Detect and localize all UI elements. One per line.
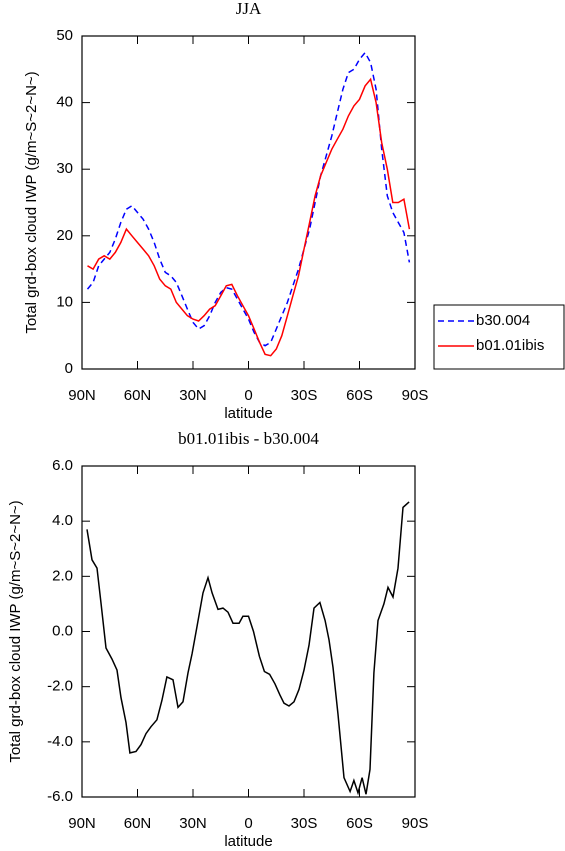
x-tick-label: 90N <box>68 387 96 404</box>
x-tick-label: 60N <box>124 815 152 832</box>
y-axis-label: Total grd-box cloud IWP (g/m~S~2~N~) <box>23 71 40 333</box>
y-tick-label: 0 <box>65 360 73 377</box>
x-axis-label: latitude <box>224 833 272 850</box>
legend-box <box>433 304 565 370</box>
data-line <box>86 51 411 347</box>
x-tick-label: 30S <box>291 815 318 832</box>
x-tick-label: 30S <box>291 387 318 404</box>
x-tick-label: 0 <box>244 387 252 404</box>
y-tick-label: 50 <box>56 27 73 44</box>
y-tick-label: 6.0 <box>52 457 73 474</box>
data-line <box>86 501 410 796</box>
y-tick-label: 0.0 <box>52 622 73 639</box>
x-tick-label: 90N <box>68 815 96 832</box>
x-tick-label: 60N <box>124 387 152 404</box>
x-tick-label: 0 <box>244 815 252 832</box>
x-tick-label: 30N <box>179 815 207 832</box>
x-axis-label: latitude <box>224 405 272 422</box>
x-tick-label: 90S <box>402 387 429 404</box>
chart-title: b01.01ibis - b30.004 <box>178 429 319 448</box>
plot-frame <box>81 465 416 798</box>
legend-label: b30.004 <box>476 312 530 329</box>
y-tick-label: -6.0 <box>47 788 73 805</box>
x-tick-label: 30N <box>179 387 207 404</box>
y-tick-label: 30 <box>56 160 73 177</box>
data-line <box>87 77 411 357</box>
chart-title: JJA <box>236 0 262 18</box>
x-tick-label: 60S <box>346 815 373 832</box>
y-tick-label: -2.0 <box>47 678 73 695</box>
y-tick-label: 40 <box>56 94 73 111</box>
y-axis-label: Total grd-box cloud IWP (g/m~S~2~N~) <box>7 500 24 762</box>
y-tick-label: -4.0 <box>47 733 73 750</box>
y-tick-label: 10 <box>56 293 73 310</box>
y-tick-label: 2.0 <box>52 567 73 584</box>
x-tick-label: 90S <box>402 815 429 832</box>
y-tick-label: 4.0 <box>52 512 73 529</box>
y-tick-label: 20 <box>56 227 73 244</box>
x-tick-label: 60S <box>346 387 373 404</box>
legend-label: b01.01ibis <box>476 337 544 354</box>
